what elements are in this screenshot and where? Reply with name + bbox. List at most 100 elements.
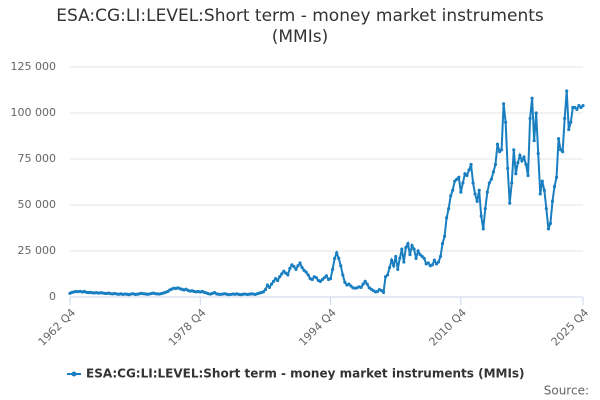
data-point — [385, 273, 390, 277]
data-point — [274, 277, 278, 281]
data-point — [518, 153, 522, 157]
data-point — [359, 285, 363, 290]
data-point — [550, 199, 555, 203]
data-point — [298, 261, 302, 265]
data-point — [445, 216, 449, 220]
data-point — [310, 277, 314, 282]
data-point — [544, 207, 548, 211]
data-point — [406, 242, 410, 246]
data-point — [410, 243, 414, 248]
data-point — [516, 161, 520, 165]
data-point — [302, 268, 306, 272]
data-point — [292, 265, 296, 269]
data-point — [508, 201, 512, 205]
data-point — [532, 139, 536, 143]
data-point — [418, 253, 422, 257]
data-point — [383, 275, 388, 279]
data-point — [534, 111, 538, 115]
data-point — [485, 190, 489, 194]
data-point — [365, 282, 369, 286]
data-point — [538, 192, 542, 196]
data-point — [426, 261, 430, 265]
x-tick-label: 1962 Q4 — [36, 306, 79, 349]
data-point — [461, 181, 465, 185]
data-point — [363, 279, 367, 283]
data-point — [514, 172, 518, 176]
data-point — [567, 127, 571, 132]
data-point — [420, 254, 424, 259]
data-point — [510, 181, 514, 185]
data-point — [394, 254, 398, 259]
data-point — [412, 247, 416, 251]
data-point — [451, 188, 455, 192]
data-point — [328, 277, 333, 281]
data-point — [392, 264, 396, 268]
data-point — [300, 265, 304, 270]
data-point — [487, 181, 491, 185]
data-point — [337, 256, 341, 260]
y-tick-label: 50 000 — [18, 198, 57, 211]
data-point — [495, 142, 500, 146]
y-tick-label: 100 000 — [11, 106, 57, 119]
data-point — [304, 270, 308, 274]
data-point — [526, 173, 530, 178]
data-point — [465, 173, 469, 178]
data-point — [573, 105, 577, 110]
data-point — [288, 266, 292, 271]
data-point — [430, 263, 434, 267]
x-tick-label: 2010 Q4 — [427, 306, 470, 349]
source: Source: — [544, 384, 589, 398]
data-point — [506, 166, 510, 170]
data-point — [331, 267, 335, 271]
data-point — [388, 265, 392, 270]
data-point — [440, 242, 445, 246]
data-point — [512, 148, 516, 152]
data-point — [322, 276, 327, 280]
data-point — [546, 227, 550, 231]
data-point — [314, 276, 318, 280]
data-point — [263, 288, 268, 292]
data-point — [408, 253, 412, 257]
data-point — [559, 148, 563, 152]
data-point — [438, 254, 443, 259]
data-point — [265, 283, 270, 287]
data-point — [339, 264, 343, 268]
data-point — [481, 227, 485, 231]
data-point — [341, 273, 345, 277]
data-point — [404, 245, 408, 249]
data-point — [320, 277, 325, 282]
data-point — [379, 288, 384, 293]
data-point — [390, 258, 394, 262]
data-point — [400, 247, 404, 251]
y-tick-label: 0 — [49, 290, 56, 303]
data-point — [282, 269, 286, 273]
data-point — [402, 260, 406, 264]
data-point — [563, 116, 567, 121]
data-point — [333, 256, 337, 260]
data-point — [343, 280, 347, 284]
y-tick-label: 75 000 — [18, 152, 57, 165]
data-point — [522, 155, 526, 159]
data-point — [278, 275, 282, 279]
y-tick-label: 25 000 — [18, 244, 57, 257]
data-point — [473, 192, 477, 196]
data-point — [381, 290, 386, 294]
data-point — [290, 263, 294, 267]
data-point — [483, 207, 487, 211]
data-point — [575, 107, 579, 111]
data-point — [455, 177, 459, 181]
data-point — [453, 179, 457, 183]
data-point — [579, 105, 583, 110]
data-point — [569, 120, 573, 124]
data-point — [375, 289, 379, 294]
data-point — [442, 234, 447, 238]
data-point — [267, 285, 272, 290]
data-point — [318, 279, 322, 283]
data-point — [520, 159, 524, 163]
data-point — [581, 104, 585, 108]
data-point — [422, 256, 426, 260]
data-point — [540, 179, 544, 183]
data-point — [491, 170, 496, 174]
data-point — [276, 278, 280, 283]
